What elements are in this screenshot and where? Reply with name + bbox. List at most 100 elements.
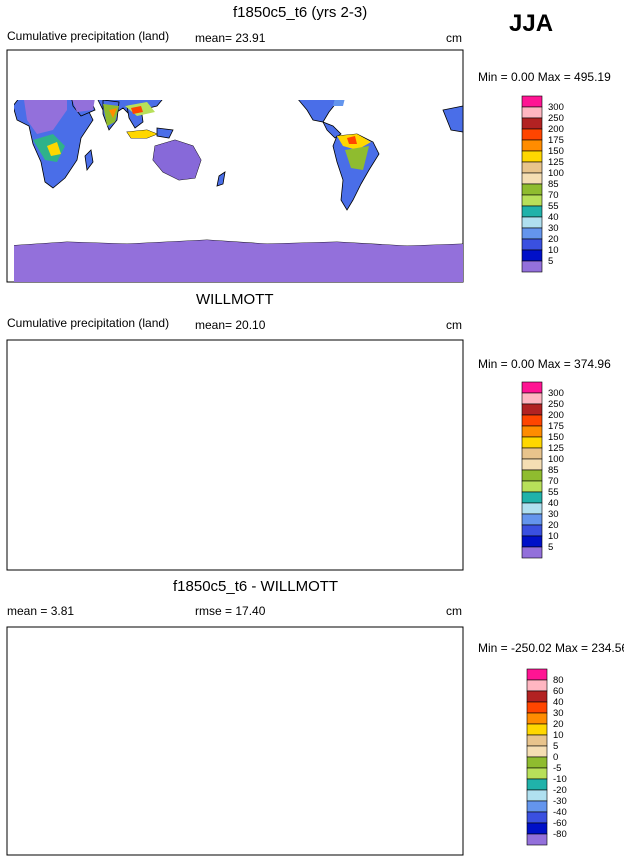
colorbar-swatch bbox=[521, 95, 543, 108]
colorbar-label: 150 bbox=[548, 432, 564, 443]
season-label: JJA bbox=[509, 10, 554, 37]
colorbar-label: 30 bbox=[548, 223, 559, 234]
panel-1-mean: mean= 23.91 bbox=[195, 31, 266, 45]
panel-1-title: f1850c5_t6 (yrs 2-3) bbox=[233, 4, 368, 21]
colorbar-swatch bbox=[521, 381, 543, 394]
colorbar-label: 70 bbox=[548, 190, 559, 201]
colorbar-swatch bbox=[521, 513, 543, 526]
colorbar-label: 200 bbox=[548, 410, 564, 421]
colorbar-label: 100 bbox=[548, 168, 564, 179]
colorbar-label: 10 bbox=[553, 730, 564, 741]
colorbar-label: 85 bbox=[548, 465, 559, 476]
colorbar-label: -5 bbox=[553, 763, 561, 774]
colorbar-swatch bbox=[521, 260, 543, 273]
colorbar-swatch bbox=[521, 546, 543, 559]
colorbar-swatch bbox=[526, 745, 548, 758]
colorbar-swatch bbox=[521, 414, 543, 427]
colorbar-swatch bbox=[521, 227, 543, 240]
colorbar-label: 200 bbox=[548, 124, 564, 135]
colorbar-swatch bbox=[521, 403, 543, 416]
colorbar-swatch bbox=[526, 668, 548, 681]
colorbar-label: 100 bbox=[548, 454, 564, 465]
colorbar-label: 5 bbox=[553, 741, 558, 752]
colorbar-swatch bbox=[521, 469, 543, 482]
colorbar-swatch bbox=[521, 491, 543, 504]
colorbar-swatch bbox=[526, 723, 548, 736]
panel-2-title: WILLMOTT bbox=[196, 291, 274, 308]
panel-1-left-label: Cumulative precipitation (land) bbox=[7, 29, 170, 43]
colorbar-label: 125 bbox=[548, 443, 564, 454]
colorbar-label: 175 bbox=[548, 135, 564, 146]
colorbar-swatch bbox=[521, 436, 543, 449]
panel-3-unit: cm bbox=[446, 604, 462, 618]
colorbar-swatch bbox=[521, 117, 543, 130]
colorbar-label: 40 bbox=[548, 212, 559, 223]
panel-3-minmax: Min = -250.02 Max = 234.56 bbox=[478, 641, 624, 655]
colorbar-label: 0 bbox=[553, 752, 558, 763]
colorbar-label: 80 bbox=[553, 675, 564, 686]
colorbar-swatch bbox=[521, 535, 543, 548]
colorbar-label: 250 bbox=[548, 113, 564, 124]
panel-1-unit: cm bbox=[446, 31, 462, 45]
colorbar-swatch bbox=[521, 194, 543, 207]
panel-3-title: f1850c5_t6 - WILLMOTT bbox=[173, 578, 339, 595]
colorbar-swatch bbox=[521, 249, 543, 262]
colorbar-swatch bbox=[526, 756, 548, 769]
colorbar-label: 250 bbox=[548, 399, 564, 410]
colorbar-swatch bbox=[526, 712, 548, 725]
colorbar-swatch bbox=[526, 767, 548, 780]
colorbar-label: 55 bbox=[548, 487, 559, 498]
panel-2-map bbox=[6, 339, 464, 571]
colorbar-swatch bbox=[521, 425, 543, 438]
colorbar-swatch bbox=[526, 679, 548, 692]
colorbar-label: 10 bbox=[548, 531, 559, 542]
colorbar-swatch bbox=[526, 789, 548, 802]
colorbar-swatch bbox=[526, 822, 548, 835]
colorbar-swatch bbox=[521, 458, 543, 471]
panel-2-left-label: Cumulative precipitation (land) bbox=[7, 316, 170, 330]
colorbar-swatch bbox=[521, 172, 543, 185]
colorbar-swatch bbox=[521, 524, 543, 537]
colorbar-label: 5 bbox=[548, 542, 553, 553]
colorbar-swatch bbox=[521, 502, 543, 515]
colorbar-swatch bbox=[521, 128, 543, 141]
colorbar-label: 125 bbox=[548, 157, 564, 168]
colorbar-label: 150 bbox=[548, 146, 564, 157]
colorbar-label: 40 bbox=[553, 697, 564, 708]
panel-2-minmax: Min = 0.00 Max = 374.96 bbox=[478, 357, 611, 371]
colorbar-label: 60 bbox=[553, 686, 564, 697]
panel-3-rmse: rmse = 17.40 bbox=[195, 604, 266, 618]
colorbar-label: 5 bbox=[548, 256, 553, 267]
colorbar-swatch bbox=[526, 811, 548, 824]
panel-1-map bbox=[6, 49, 464, 283]
colorbar-swatch bbox=[521, 183, 543, 196]
panel-2-unit: cm bbox=[446, 318, 462, 332]
colorbar-label: 40 bbox=[548, 498, 559, 509]
colorbar-swatch bbox=[521, 392, 543, 405]
colorbar-label: -60 bbox=[553, 818, 567, 829]
colorbar-swatch bbox=[521, 447, 543, 460]
colorbar-swatch bbox=[526, 800, 548, 813]
colorbar-label: -80 bbox=[553, 829, 567, 840]
colorbar-swatch bbox=[526, 833, 548, 846]
colorbar-swatch bbox=[526, 778, 548, 791]
colorbar-swatch bbox=[521, 139, 543, 152]
colorbar-swatch bbox=[521, 238, 543, 251]
colorbar-swatch bbox=[521, 216, 543, 229]
panel-1-minmax: Min = 0.00 Max = 495.19 bbox=[478, 70, 611, 84]
colorbar-label: 70 bbox=[548, 476, 559, 487]
colorbar-swatch bbox=[521, 205, 543, 218]
colorbar-label: 20 bbox=[548, 234, 559, 245]
colorbar-label: 20 bbox=[548, 520, 559, 531]
colorbar-swatch bbox=[521, 480, 543, 493]
colorbar-swatch bbox=[521, 106, 543, 119]
colorbar-label: 30 bbox=[548, 509, 559, 520]
panel-3-mean: mean = 3.81 bbox=[7, 604, 75, 618]
colorbar-label: 300 bbox=[548, 388, 564, 399]
colorbar-label: -20 bbox=[553, 785, 567, 796]
colorbar-label: -30 bbox=[553, 796, 567, 807]
colorbar-label: -40 bbox=[553, 807, 567, 818]
